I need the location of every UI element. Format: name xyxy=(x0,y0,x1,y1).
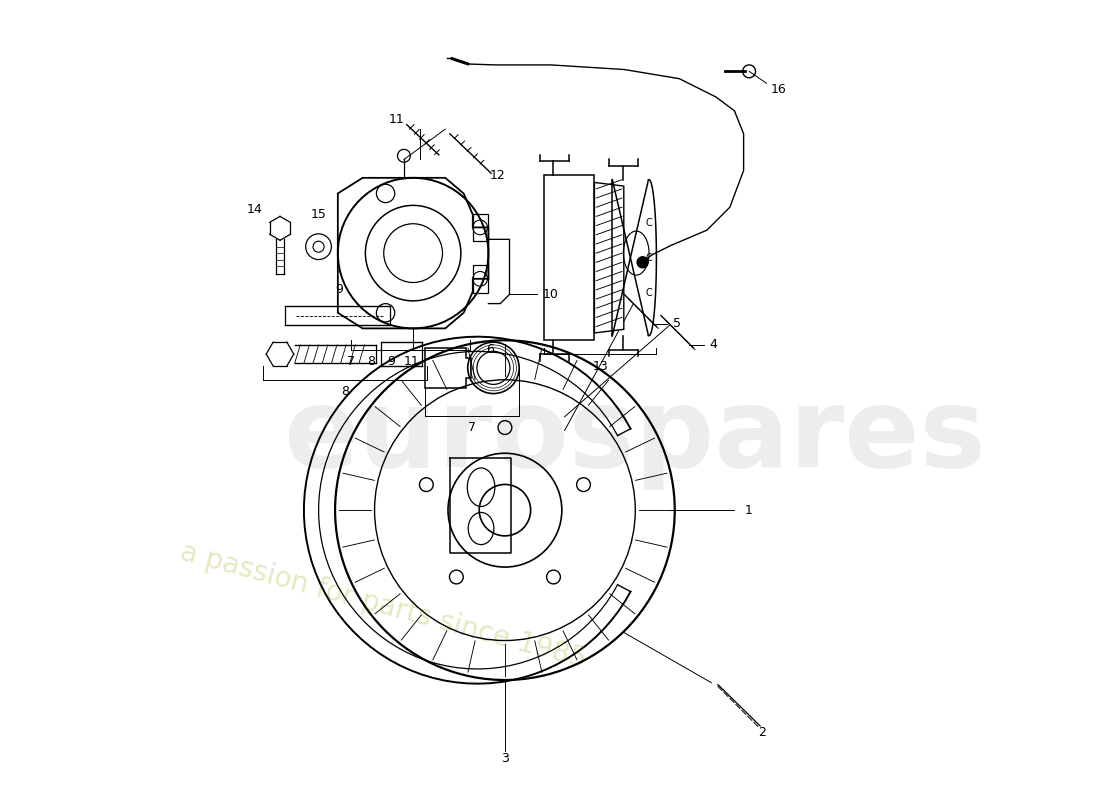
Polygon shape xyxy=(594,182,624,333)
Text: C: C xyxy=(646,218,652,228)
Text: 1: 1 xyxy=(745,504,752,517)
Circle shape xyxy=(637,257,648,268)
Text: 2: 2 xyxy=(758,726,766,739)
Text: 7: 7 xyxy=(346,355,354,368)
Text: 7: 7 xyxy=(468,421,476,434)
Text: C: C xyxy=(646,287,652,298)
Text: 6: 6 xyxy=(486,343,494,356)
Text: 11: 11 xyxy=(404,355,419,368)
Text: C: C xyxy=(646,253,652,262)
Text: 9: 9 xyxy=(336,283,343,296)
Text: 16: 16 xyxy=(771,83,786,96)
Text: 4: 4 xyxy=(710,338,717,351)
Text: 15: 15 xyxy=(310,208,327,221)
Text: 14: 14 xyxy=(246,203,262,217)
Text: 8: 8 xyxy=(341,386,349,398)
Text: 10: 10 xyxy=(543,288,559,301)
Text: 13: 13 xyxy=(592,361,608,374)
Text: 12: 12 xyxy=(490,169,506,182)
Text: eurospares: eurospares xyxy=(283,383,986,490)
Text: 3: 3 xyxy=(500,751,509,765)
Text: 9: 9 xyxy=(387,355,395,368)
Text: 11: 11 xyxy=(388,114,404,126)
Text: 5: 5 xyxy=(672,318,681,330)
Text: 8: 8 xyxy=(367,355,375,368)
Text: a passion for parts since 1985: a passion for parts since 1985 xyxy=(177,538,590,674)
